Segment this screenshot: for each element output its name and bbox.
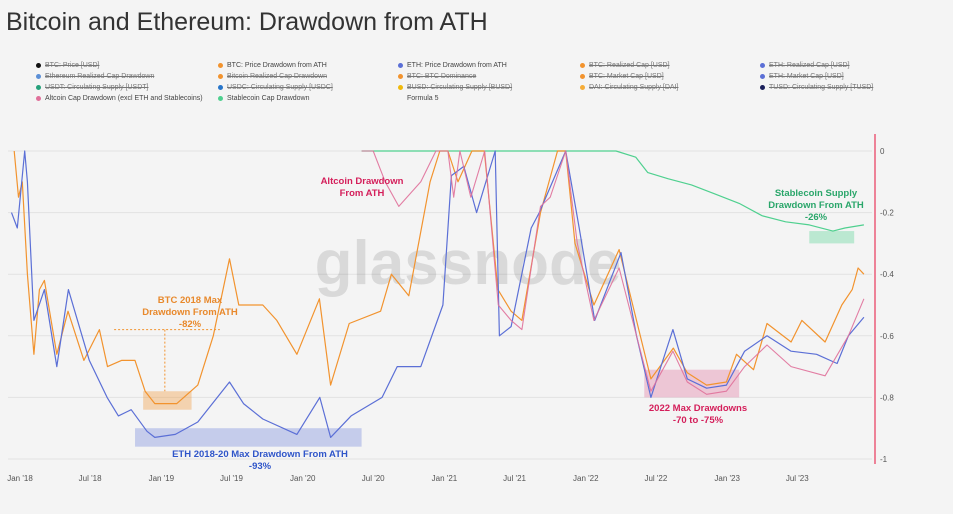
legend-label: BTC: BTC Dominance [407, 73, 477, 80]
legend-swatch [760, 85, 765, 90]
annotation-eth-2018: ETH 2018-20 Max Drawdown From ATH [172, 449, 348, 460]
legend-item[interactable]: BTC: Price [USD] [36, 62, 99, 69]
y-tick-label: -1 [880, 455, 888, 464]
x-tick-label: Jan '21 [432, 474, 458, 483]
legend-item[interactable]: Ethereum Realized Cap Drawdown [36, 73, 154, 80]
legend-swatch [580, 74, 585, 79]
watermark: glassnode [315, 229, 622, 298]
legend-item[interactable]: ETH: Market Cap [USD] [760, 73, 844, 80]
series-lines [10, 150, 865, 438]
y-tick-label: -0.2 [880, 209, 894, 218]
x-tick-label: Jan '22 [573, 474, 599, 483]
x-tick-label: Jan '19 [149, 474, 175, 483]
legend-label: ETH: Price Drawdown from ATH [407, 62, 507, 69]
x-tick-label: Jul '18 [79, 474, 102, 483]
x-tick-label: Jan '23 [714, 474, 740, 483]
legend-item[interactable]: BTC: Realized Cap [USD] [580, 62, 670, 69]
y-tick-label: 0 [880, 147, 885, 156]
legend-swatch [398, 74, 403, 79]
highlight-zones [114, 231, 855, 447]
annotation-btc-2018: BTC 2018 Max [158, 295, 223, 306]
legend-swatch [36, 85, 41, 90]
chart: glassnode 0 -0.2 -0.4 -0.6 -0.8 -1 Jan '18 Jul … [7, 134, 894, 483]
legend: BTC: Price [USD] BTC: Price Drawdown from… [0, 62, 880, 117]
x-tick-label: Jan '18 [7, 474, 33, 483]
highlight-zone [135, 428, 362, 447]
legend-swatch [398, 85, 403, 90]
legend-item[interactable]: Formula 5 [407, 95, 439, 102]
series-line-eth [10, 150, 865, 438]
y-tick-label: -0.6 [880, 332, 894, 341]
y-tick-label: -0.8 [880, 393, 894, 402]
legend-label: ETH: Market Cap [USD] [769, 73, 844, 80]
legend-label: ETH: Realized Cap [USD] [769, 62, 850, 69]
annotation-2022-max: 2022 Max Drawdowns [649, 403, 747, 414]
legend-item[interactable]: USDT: Circulating Supply [USDT] [36, 84, 148, 91]
legend-label: USDT: Circulating Supply [USDT] [45, 84, 149, 91]
series-line-alt [361, 150, 865, 395]
x-tick-label: Jul '21 [503, 474, 526, 483]
legend-swatch [760, 63, 765, 68]
highlight-zone [143, 391, 192, 410]
legend-item[interactable]: USDC: Circulating Supply [USDC] [218, 84, 333, 91]
legend-swatch [36, 74, 41, 79]
legend-label: BTC: Price Drawdown from ATH [227, 62, 327, 69]
legend-label: Altcoin Cap Drawdown (excl ETH and Stabl… [45, 95, 203, 102]
legend-swatch [760, 74, 765, 79]
legend-swatch [36, 96, 41, 101]
legend-label: USDC: Circulating Supply [USDC] [227, 84, 333, 91]
legend-swatch [218, 96, 223, 101]
annotation-btc-2018: -82% [179, 319, 202, 330]
x-tick-label: Jul '22 [644, 474, 667, 483]
legend-item[interactable]: BTC: Price Drawdown from ATH [218, 62, 327, 69]
chart-title: Bitcoin and Ethereum: Drawdown from ATH [6, 8, 488, 36]
legend-swatch [580, 63, 585, 68]
x-tick-label: Jan '20 [290, 474, 316, 483]
legend-item[interactable]: BTC: Market Cap [USD] [580, 73, 664, 80]
x-tick-label: Jul '19 [220, 474, 243, 483]
annotation-eth-2018: -93% [249, 461, 272, 472]
legend-label: TUSD: Circulating Supply [TUSD] [769, 84, 874, 91]
legend-label: BUSD: Circulating Supply [BUSD] [407, 84, 513, 91]
x-tick-label: Jul '23 [786, 474, 809, 483]
legend-swatch [218, 85, 223, 90]
legend-item[interactable]: BUSD: Circulating Supply [BUSD] [398, 84, 512, 91]
series-line-btc [13, 150, 865, 405]
y-tick-label: -0.4 [880, 270, 894, 279]
legend-swatch [218, 74, 223, 79]
annotation-2022-max: -70 to -75% [673, 415, 724, 426]
legend-label: Ethereum Realized Cap Drawdown [45, 73, 155, 80]
annotation-stablecoin: -26% [805, 212, 828, 223]
annotation-altcoin: Altcoin Drawdown [321, 176, 404, 187]
highlight-zone [809, 231, 855, 244]
legend-label: DAI: Circulating Supply [DAI] [589, 84, 679, 91]
legend-swatch [580, 85, 585, 90]
annotation-altcoin: From ATH [340, 188, 385, 199]
legend-item[interactable]: DAI: Circulating Supply [DAI] [580, 84, 678, 91]
legend-item[interactable]: Bitcoin Realized Cap Drawdown [218, 73, 327, 80]
annotation-stablecoin: Stablecoin Supply [775, 188, 858, 199]
legend-label: Formula 5 [407, 95, 439, 102]
legend-swatch [218, 63, 223, 68]
legend-item[interactable]: ETH: Realized Cap [USD] [760, 62, 850, 69]
legend-swatch [398, 63, 403, 68]
legend-item[interactable]: Altcoin Cap Drawdown (excl ETH and Stabl… [36, 95, 203, 102]
legend-item[interactable]: TUSD: Circulating Supply [TUSD] [760, 84, 873, 91]
series-line-stable [361, 150, 864, 232]
legend-label: BTC: Realized Cap [USD] [589, 62, 670, 69]
legend-label: BTC: Price [USD] [45, 62, 100, 69]
annotation-btc-2018: Drawdown From ATH [142, 307, 238, 318]
legend-label: Bitcoin Realized Cap Drawdown [227, 73, 327, 80]
legend-label: Stablecoin Cap Drawdown [227, 95, 310, 102]
legend-item[interactable]: Stablecoin Cap Drawdown [218, 95, 310, 102]
grid [8, 150, 872, 460]
legend-label: BTC: Market Cap [USD] [589, 73, 664, 80]
legend-item[interactable]: ETH: Price Drawdown from ATH [398, 62, 507, 69]
annotation-stablecoin: Drawdown From ATH [768, 200, 864, 211]
legend-swatch [36, 63, 41, 68]
legend-item[interactable]: BTC: BTC Dominance [398, 73, 476, 80]
x-tick-label: Jul '20 [362, 474, 385, 483]
axes: 0 -0.2 -0.4 -0.6 -0.8 -1 Jan '18 Jul '18 Jan '19… [7, 134, 894, 483]
